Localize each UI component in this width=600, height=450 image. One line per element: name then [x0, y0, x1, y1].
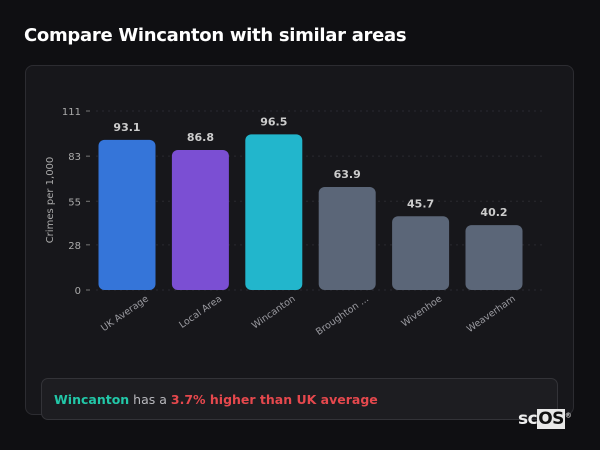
y-tick-label: 83 — [68, 152, 81, 163]
data-label: 93.1 — [113, 121, 140, 134]
x-tick-label: UK Average — [99, 293, 151, 334]
comparison-summary: Wincanton has a 3.7% higher than UK aver… — [41, 378, 558, 420]
bar — [392, 216, 450, 290]
scos-logo: scOS® — [518, 409, 572, 429]
x-tick-label: Weaverham — [465, 293, 518, 335]
bar — [318, 186, 376, 290]
data-label: 63.9 — [334, 168, 361, 181]
x-tick-label: Wincanton — [250, 293, 298, 331]
y-axis-label: Crimes per 1,000 — [45, 157, 56, 244]
bar — [465, 225, 523, 290]
data-label: 96.5 — [260, 115, 287, 128]
bar — [171, 150, 229, 290]
y-tick-label: 55 — [68, 197, 81, 208]
x-tick-label: Local Area — [177, 293, 224, 330]
place-name: Wincanton — [54, 392, 130, 407]
y-tick-label: 0 — [75, 286, 81, 297]
x-tick-label: Wivenhoe — [400, 293, 445, 329]
difference-text: 3.7% higher than UK average — [170, 392, 378, 407]
x-tick-label: Broughton ... — [314, 293, 371, 337]
bar — [245, 134, 303, 290]
data-label: 86.8 — [187, 131, 214, 144]
data-label: 40.2 — [480, 206, 507, 219]
page-title: Compare Wincanton with similar areas — [24, 25, 407, 46]
data-label: 45.7 — [407, 197, 434, 210]
y-tick-label: 28 — [68, 241, 81, 252]
summary-middle: has a — [129, 392, 171, 407]
y-tick-label: 111 — [62, 107, 81, 118]
bar — [98, 139, 156, 290]
